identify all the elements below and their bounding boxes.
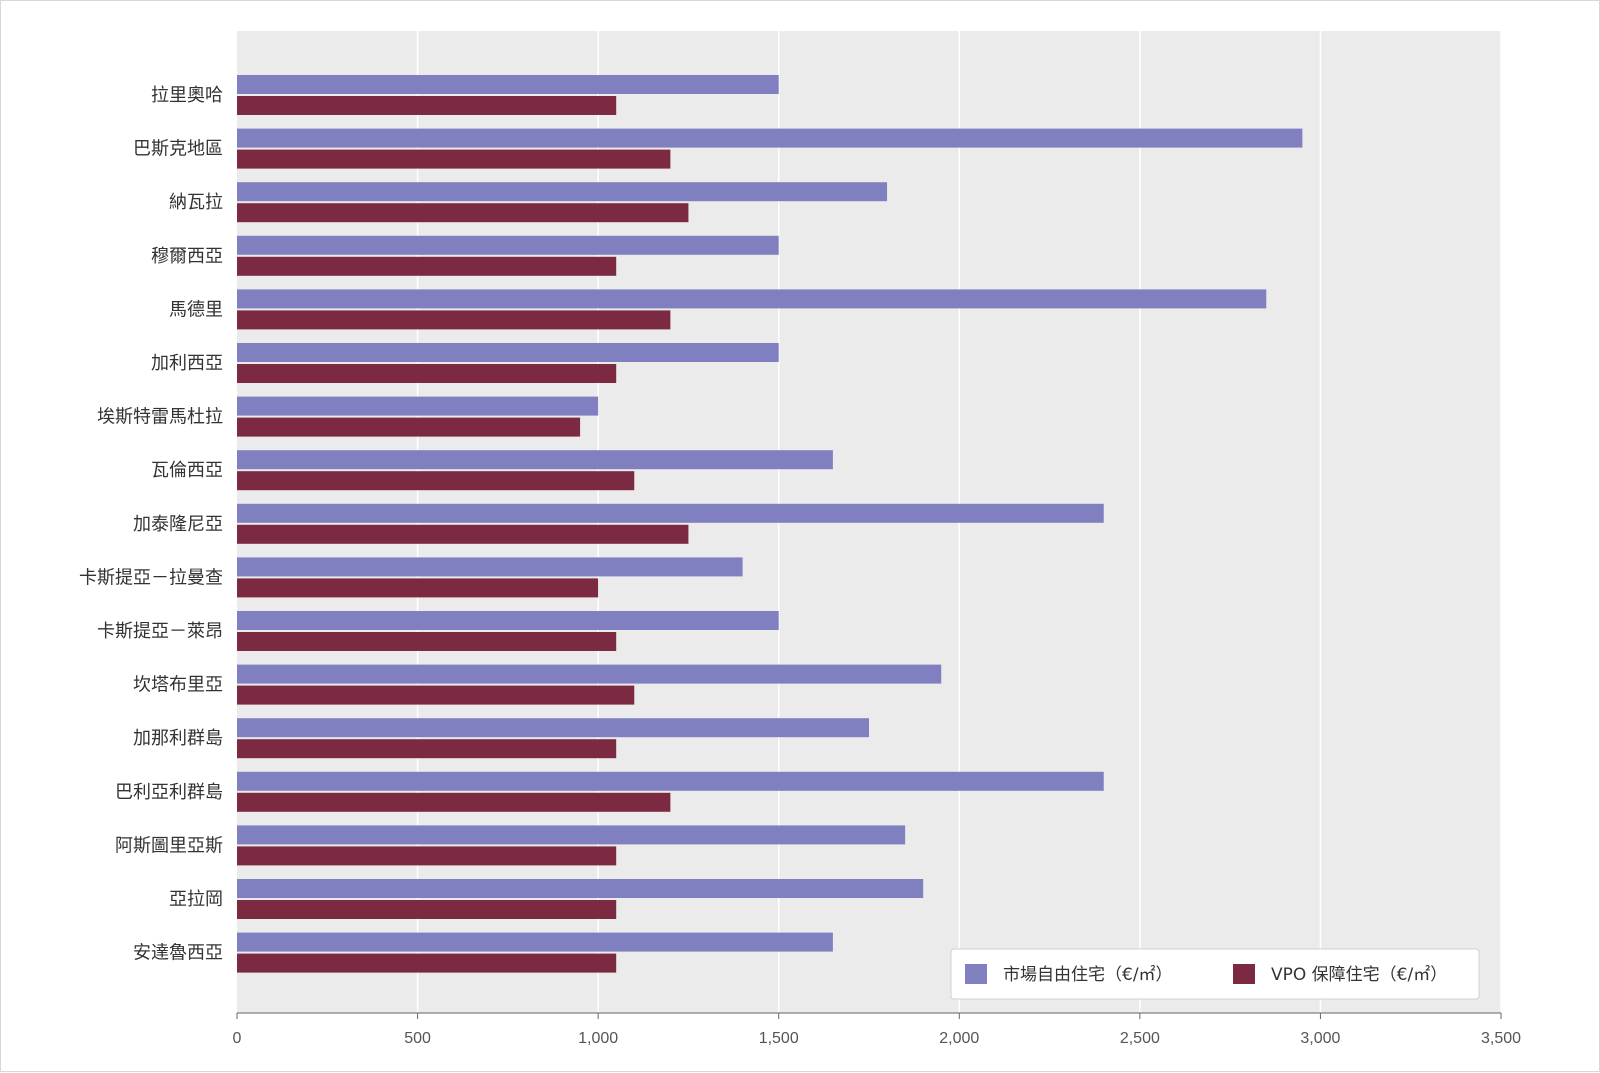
bar bbox=[237, 664, 942, 684]
category-label: 加泰隆尼亞 bbox=[133, 514, 223, 535]
category-label: 亞拉岡 bbox=[169, 889, 223, 910]
category-label: 巴斯克地區 bbox=[133, 139, 223, 160]
x-tick-label: 0 bbox=[233, 1030, 242, 1047]
bar bbox=[237, 310, 671, 330]
category-label: 加那利群島 bbox=[133, 728, 223, 749]
legend-box bbox=[950, 948, 1480, 1000]
bar bbox=[237, 632, 617, 651]
bar bbox=[237, 953, 617, 973]
bars-group bbox=[237, 75, 1303, 973]
bar bbox=[237, 879, 924, 898]
x-axis: 0 500 1,000 1,500 2,000 2,500 3,000 3,500 bbox=[233, 1012, 1521, 1047]
category-label: 加利西亞 bbox=[151, 353, 223, 374]
category-label: 拉里奧哈 bbox=[151, 85, 223, 106]
bar bbox=[237, 900, 617, 919]
bar bbox=[237, 343, 779, 362]
bar bbox=[237, 364, 617, 383]
bar bbox=[237, 417, 581, 437]
x-tick-label: 1,000 bbox=[578, 1030, 618, 1047]
bar bbox=[237, 128, 1303, 148]
category-label: 穆爾西亞 bbox=[151, 246, 223, 267]
bar bbox=[237, 289, 1267, 309]
x-tick-label: 1,500 bbox=[759, 1030, 799, 1047]
bar bbox=[237, 578, 599, 598]
legend-swatch bbox=[1233, 964, 1255, 984]
category-label: 卡斯提亞－拉曼查 bbox=[79, 567, 223, 588]
legend-label: VPO 保障住宅（€/㎡） bbox=[1271, 965, 1447, 985]
x-tick-label: 3,500 bbox=[1481, 1030, 1521, 1047]
bar bbox=[237, 149, 671, 169]
bar bbox=[237, 182, 888, 202]
bar bbox=[237, 75, 779, 94]
legend: 市場自由住宅（€/㎡） VPO 保障住宅（€/㎡） bbox=[950, 948, 1480, 1000]
category-label: 卡斯提亞－萊昂 bbox=[97, 621, 223, 642]
bar bbox=[237, 825, 906, 845]
bar bbox=[237, 846, 617, 866]
x-tick-label: 3,000 bbox=[1300, 1030, 1340, 1047]
bar bbox=[237, 557, 743, 577]
bar bbox=[237, 96, 617, 115]
bar bbox=[237, 718, 869, 738]
bar bbox=[237, 235, 779, 255]
bar bbox=[237, 396, 599, 416]
legend-swatch bbox=[965, 964, 987, 984]
category-label: 安達魯西亞 bbox=[133, 943, 223, 964]
category-label: 瓦倫西亞 bbox=[151, 460, 223, 481]
category-label: 納瓦拉 bbox=[169, 192, 223, 213]
bar bbox=[237, 739, 617, 759]
category-label: 坎塔布里亞 bbox=[133, 675, 223, 696]
bar bbox=[237, 503, 1104, 523]
category-label: 馬德里 bbox=[169, 299, 223, 320]
legend-label: 市場自由住宅（€/㎡） bbox=[1003, 965, 1173, 985]
bar bbox=[237, 685, 635, 705]
x-tick-label: 500 bbox=[404, 1030, 431, 1047]
category-label: 埃斯特雷馬杜拉 bbox=[97, 407, 223, 428]
category-label: 巴利亞利群島 bbox=[115, 782, 223, 803]
bar bbox=[237, 932, 833, 952]
bar bbox=[237, 256, 617, 276]
bar bbox=[237, 471, 635, 491]
bar bbox=[237, 203, 689, 223]
x-tick-label: 2,500 bbox=[1120, 1030, 1160, 1047]
bar bbox=[237, 611, 779, 630]
bar bbox=[237, 792, 671, 812]
bar bbox=[237, 450, 833, 470]
x-tick-label: 2,000 bbox=[939, 1030, 979, 1047]
y-axis-labels: 拉里奧哈巴斯克地區納瓦拉穆爾西亞馬德里加利西亞埃斯特雷馬杜拉瓦倫西亞加泰隆尼亞卡… bbox=[79, 85, 223, 964]
bar bbox=[237, 771, 1104, 791]
bar bbox=[237, 524, 689, 544]
category-label: 阿斯圖里亞斯 bbox=[115, 835, 223, 856]
